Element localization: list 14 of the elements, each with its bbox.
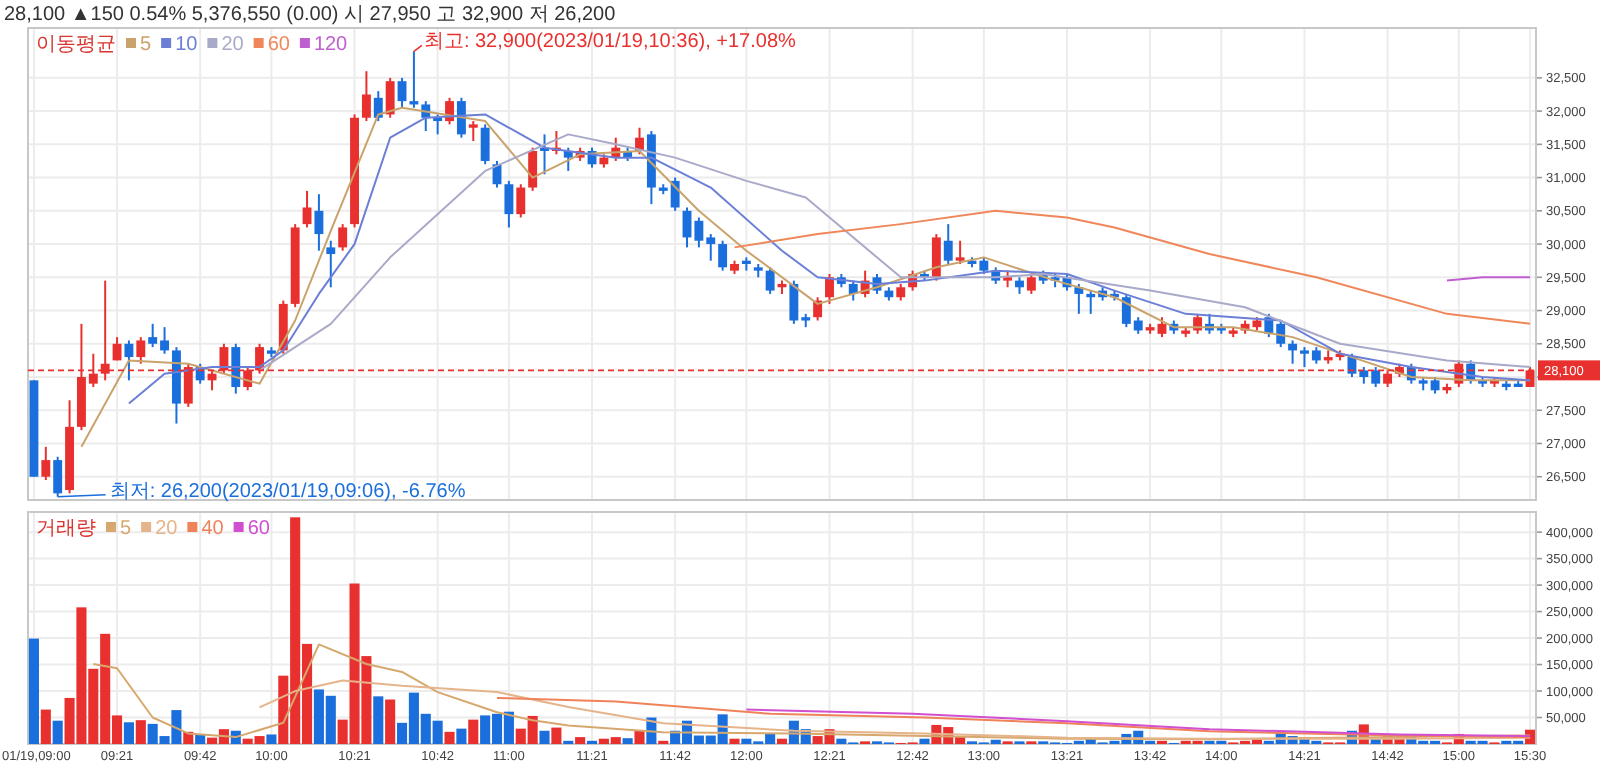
chart-title: 28,100 ▲150 0.54% 5,376,550 (0.00) 시 27,950 고 32,900 저 26,200 xyxy=(4,4,617,26)
legend-label: 120 xyxy=(313,34,349,56)
legend-title: 이동평균 xyxy=(36,34,116,56)
legend-label: 20 xyxy=(155,518,179,540)
legend-label: 60 xyxy=(267,34,291,56)
legend-label: 5 xyxy=(140,34,152,56)
legend-label: 40 xyxy=(201,518,225,540)
legend-label: 5 xyxy=(120,518,132,540)
legend-label: 20 xyxy=(221,34,245,56)
legend-label: 10 xyxy=(175,34,199,56)
annotation: 최고: 32,900(2023/01/19,10:36), +17.08% xyxy=(423,31,797,54)
legend-title: 거래량 xyxy=(36,518,96,540)
annotation: 최저: 26,200(2023/01/19,09:06), -6.76% xyxy=(109,480,466,503)
legend-label: 60 xyxy=(247,518,271,540)
